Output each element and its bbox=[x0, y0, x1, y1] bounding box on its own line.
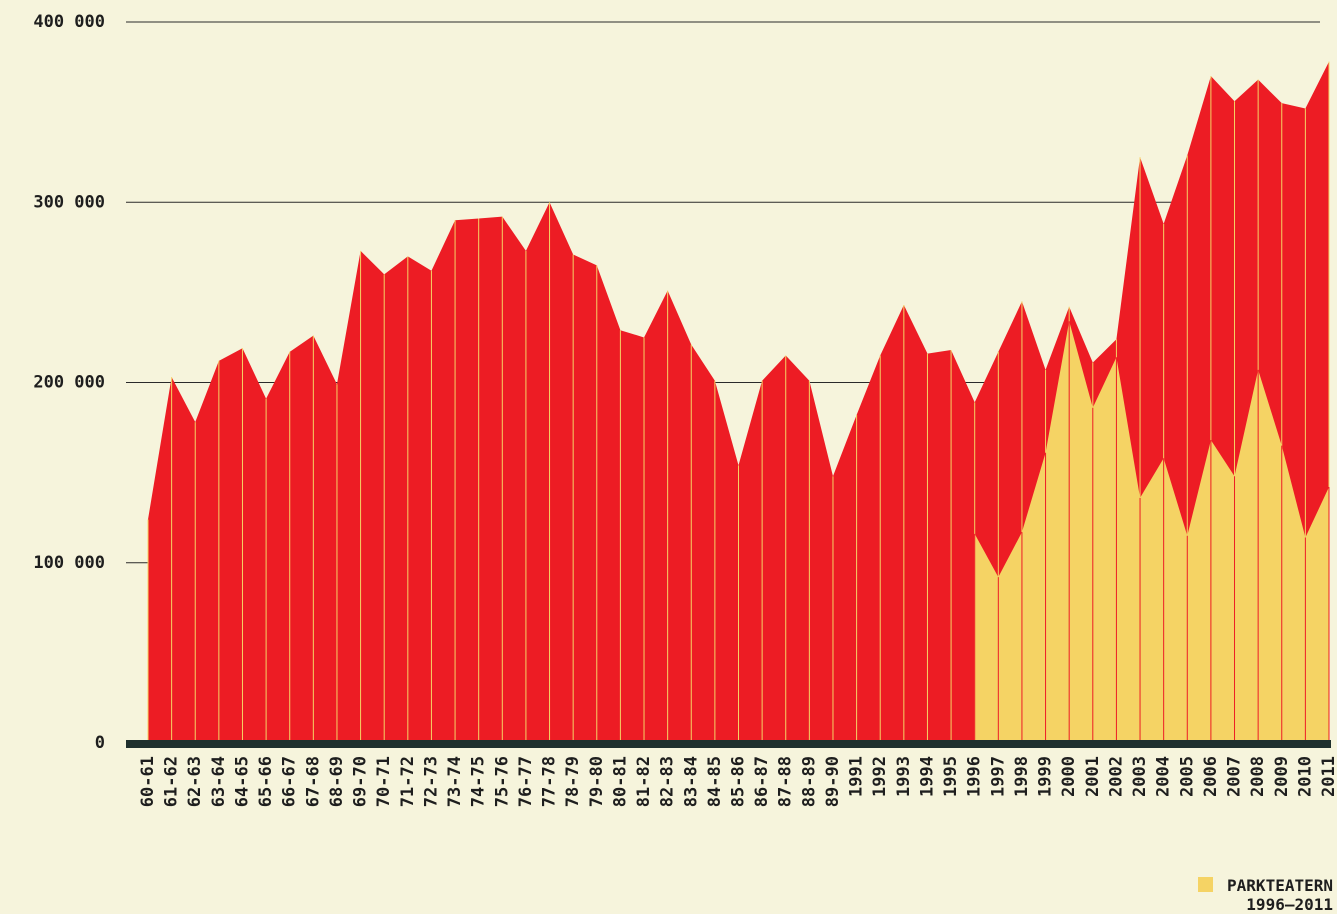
x-tick-label: 1999 bbox=[1036, 756, 1056, 797]
x-tick-label: 1991 bbox=[847, 756, 867, 797]
x-tick-label: 1993 bbox=[894, 756, 914, 797]
x-tick-label: 61-62 bbox=[162, 756, 182, 807]
x-tick-label: 2000 bbox=[1059, 756, 1079, 797]
x-tick-label: 1994 bbox=[917, 756, 937, 797]
x-tick-label: 62-63 bbox=[185, 756, 205, 807]
x-tick-label: 78-79 bbox=[563, 756, 583, 807]
x-tick-label: 1996 bbox=[965, 756, 985, 797]
x-tick-label: 74-75 bbox=[469, 756, 489, 807]
x-tick-label: 69-70 bbox=[351, 756, 371, 807]
x-tick-label: 63-64 bbox=[209, 756, 229, 807]
x-tick-label: 88-89 bbox=[799, 756, 819, 807]
x-tick-label: 2005 bbox=[1177, 756, 1197, 797]
y-tick-label: 0 bbox=[95, 733, 105, 753]
x-tick-label: 67-68 bbox=[303, 756, 323, 807]
baseline bbox=[126, 740, 1331, 748]
x-tick-label: 68-69 bbox=[327, 756, 347, 807]
x-tick-label: 86-87 bbox=[752, 756, 772, 807]
x-tick-label: 89-90 bbox=[823, 756, 843, 807]
x-tick-label: 2008 bbox=[1248, 756, 1268, 797]
x-tick-label: 2002 bbox=[1106, 756, 1126, 797]
x-tick-label: 1998 bbox=[1012, 756, 1032, 797]
x-tick-label: 2011 bbox=[1319, 756, 1337, 797]
y-tick-label: 200 000 bbox=[33, 373, 105, 393]
x-tick-label: 1992 bbox=[870, 756, 890, 797]
area bbox=[974, 321, 1329, 743]
legend-label: PARKTEATERN 1996–2011 bbox=[1227, 876, 1333, 914]
x-tick-label: 72-73 bbox=[421, 756, 441, 807]
x-tick-label: 2010 bbox=[1295, 756, 1315, 797]
x-tick-label: 60-61 bbox=[138, 756, 158, 807]
x-tick-label: 65-66 bbox=[256, 756, 276, 807]
x-tick-label: 84-85 bbox=[705, 756, 725, 807]
x-tick-label: 75-76 bbox=[492, 756, 512, 807]
x-tick-label: 77-78 bbox=[540, 756, 560, 807]
x-tick-label: 71-72 bbox=[398, 756, 418, 807]
x-tick-label: 76-77 bbox=[516, 756, 536, 807]
y-tick-label: 400 000 bbox=[33, 12, 105, 32]
x-tick-label: 66-67 bbox=[280, 756, 300, 807]
x-tick-label: 70-71 bbox=[374, 756, 394, 807]
x-tick-label: 2004 bbox=[1154, 756, 1174, 797]
x-tick-label: 85-86 bbox=[729, 756, 749, 807]
x-tick-label: 87-88 bbox=[776, 756, 796, 807]
x-tick-label: 80-81 bbox=[610, 756, 630, 807]
x-tick-label: 2003 bbox=[1130, 756, 1150, 797]
x-tick-label: 2009 bbox=[1272, 756, 1292, 797]
page: {"chart_data": {"type": "area", "categor… bbox=[33, 12, 1337, 914]
y-tick-label: 300 000 bbox=[33, 192, 105, 212]
x-tick-label: 2007 bbox=[1225, 756, 1245, 797]
x-tick-label: 81-82 bbox=[634, 756, 654, 807]
x-tick-label: 2006 bbox=[1201, 756, 1221, 797]
x-tick-label: 79-80 bbox=[587, 756, 607, 807]
legend-swatch bbox=[1198, 877, 1214, 892]
x-tick-label: 64-65 bbox=[232, 756, 252, 807]
x-tick-label: 2001 bbox=[1083, 756, 1103, 797]
y-tick-label: 100 000 bbox=[33, 553, 105, 573]
x-tick-label: 1997 bbox=[988, 756, 1008, 797]
x-tick-label: 73-74 bbox=[445, 756, 465, 807]
x-tick-label: 1995 bbox=[941, 756, 961, 797]
x-tick-label: 83-84 bbox=[681, 756, 701, 807]
legend: PARKTEATERN 1996–2011 bbox=[1153, 876, 1333, 914]
x-tick-label: 82-83 bbox=[658, 756, 678, 807]
